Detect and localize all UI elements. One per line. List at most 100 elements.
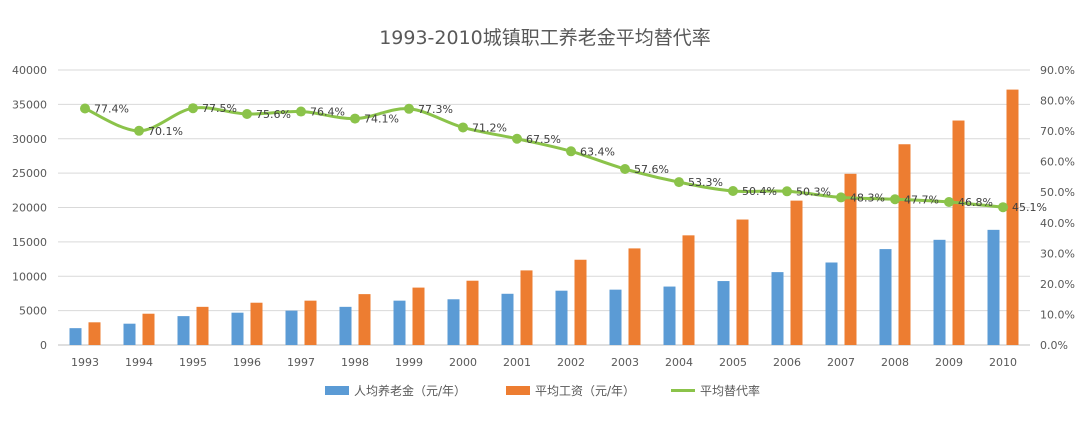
wage-bar [412,287,425,345]
pension-bar [231,312,244,345]
x-tick-label: 1994 [125,356,153,369]
x-tick-label: 1995 [179,356,207,369]
pension-bar [717,281,730,345]
pension-bar [447,299,460,345]
replacement-rate-label: 45.1% [1012,201,1047,214]
x-axis: 1993 1994 1995 1996 1997 1998 1999 2000 2001 2002… [71,356,1017,369]
replacement-rate-point [404,103,414,114]
pension-bar [393,300,406,345]
replacement-rate-point [566,146,576,157]
legend: 人均养老金（元/年） 平均工资（元/年） 平均替代率 [325,383,760,398]
wage-bar [574,259,587,345]
x-tick-label: 2002 [557,356,585,369]
wage-bar [358,294,371,345]
right-tick-label: 20.0% [1040,278,1075,291]
wage-bar [736,219,749,345]
replacement-rate-point [782,186,792,197]
replacement-rate-point [242,109,252,119]
x-tick-label: 1998 [341,356,369,369]
left-tick-label: 20000 [12,202,47,215]
pension-bar [123,323,136,345]
pension-bar [177,316,190,345]
legend-swatch [506,386,530,395]
left-tick-label: 10000 [12,270,47,283]
right-tick-label: 70.0% [1040,125,1075,138]
replacement-rate-point [296,106,306,117]
replacement-rate-label: 77.4% [94,103,129,116]
x-tick-label: 2010 [989,356,1017,369]
replacement-rate-point [890,194,900,205]
replacement-rate-point [458,122,468,133]
replacement-rate-label: 67.5% [526,133,561,146]
wage-bar [844,173,857,345]
right-tick-label: 0.0% [1040,339,1068,352]
x-tick-label: 2009 [935,356,963,369]
chart-title: 1993-2010城镇职工养老金平均替代率 [379,27,711,49]
wage-bar [142,313,155,345]
right-tick-label: 10.0% [1040,308,1075,321]
replacement-rate-point [512,133,522,144]
wage-bar [790,200,803,345]
replacement-rate-label: 53.3% [688,176,723,189]
x-tick-label: 1997 [287,356,315,369]
left-axis: 0 5000 10000 15000 20000 25000 30000 35000 40000 [12,64,47,352]
replacement-rate-point [674,177,684,188]
pension-bar [555,290,568,345]
left-tick-label: 0 [40,339,47,352]
x-tick-label: 2008 [881,356,909,369]
replacement-rate-point [836,192,846,203]
replacement-rate-label: 74.1% [364,113,399,126]
wage-bar [952,120,965,345]
replacement-rate-line: 77.4% 70.1% 77.5% 75.6% 76.4% 74.1% 77.3% 71.2%… [80,102,1047,214]
legend-label: 平均替代率 [700,383,760,398]
pension-bar [987,229,1000,345]
replacement-rate-label: 57.6% [634,163,669,176]
right-tick-label: 80.0% [1040,95,1075,108]
x-tick-label: 1996 [233,356,261,369]
x-tick-label: 2000 [449,356,477,369]
replacement-rate-label: 76.4% [310,106,345,119]
x-tick-label: 2007 [827,356,855,369]
left-tick-label: 5000 [19,305,47,318]
left-tick-label: 40000 [12,64,47,77]
bars [69,89,1019,345]
wage-bar [682,235,695,345]
legend-swatch [325,386,349,395]
wage-bar [196,306,209,345]
pension-bar [501,293,514,345]
replacement-rate-label: 63.4% [580,145,615,158]
x-tick-label: 2004 [665,356,693,369]
left-tick-label: 30000 [12,133,47,146]
wage-bar [898,144,911,345]
legend-label: 平均工资（元/年） [535,384,635,398]
replacement-rate-label: 50.4% [742,185,777,198]
pension-bar [339,306,352,345]
replacement-rate-point [944,197,954,207]
wage-bar [466,280,479,345]
replacement-rate-point [80,103,90,114]
replacement-rate-label: 50.3% [796,185,831,198]
wage-bar [250,302,263,345]
replacement-rate-label: 48.3% [850,191,885,204]
grid [58,69,1030,346]
right-tick-label: 60.0% [1040,156,1075,169]
left-tick-label: 15000 [12,236,47,249]
replacement-rate-label: 75.6% [256,108,291,121]
pension-bar [663,286,676,345]
pension-bar [879,249,892,345]
wage-bar [304,300,317,345]
replacement-rate-label: 77.5% [202,102,237,115]
x-tick-label: 1993 [71,356,99,369]
x-tick-label: 1999 [395,356,423,369]
wage-bar [88,322,101,345]
x-tick-label: 2001 [503,356,531,369]
right-axis: 0.0% 10.0% 20.0% 30.0% 40.0% 50.0% 60.0% 70.0% 8… [1040,64,1075,352]
wage-bar [1006,89,1019,345]
pension-bar [69,328,82,345]
replacement-rate-label: 71.2% [472,121,507,134]
pension-bar [771,272,784,345]
wage-bar [520,270,533,345]
replacement-rate-point [350,113,360,124]
x-tick-label: 2005 [719,356,747,369]
replacement-rate-point [134,125,144,136]
